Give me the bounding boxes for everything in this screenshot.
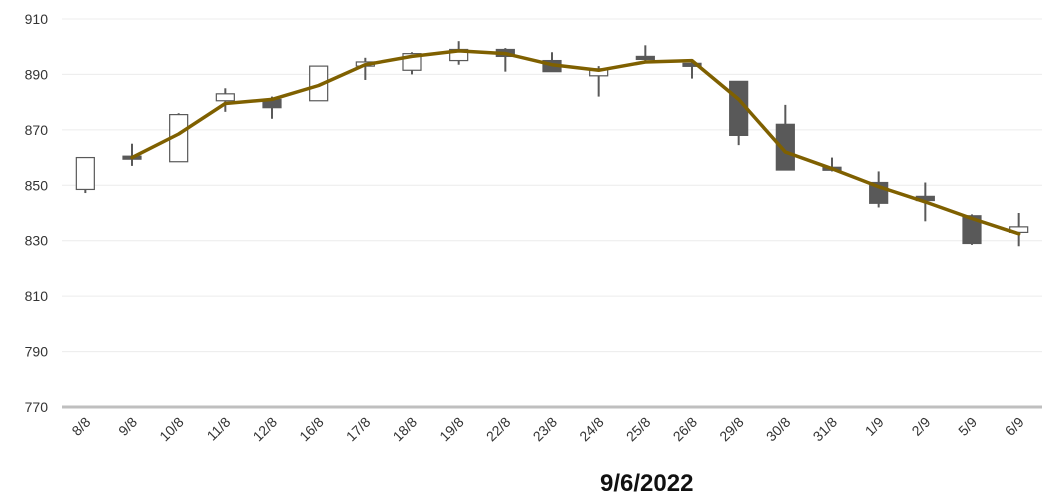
x-tick-label: 25/8	[623, 414, 654, 445]
x-tick-label: 2/9	[908, 414, 933, 439]
x-tick-label: 8/8	[68, 414, 93, 439]
x-tick-label: 30/8	[763, 414, 794, 445]
trend-line-layer	[130, 49, 1021, 236]
x-tick-label: 23/8	[530, 414, 561, 445]
x-tick-label: 12/8	[250, 414, 281, 445]
x-tick-label: 24/8	[576, 414, 607, 445]
y-tick-label: 910	[25, 11, 49, 27]
x-tick-label: 19/8	[436, 414, 467, 445]
x-tick-label: 29/8	[716, 414, 747, 445]
candle-body	[682, 62, 702, 67]
candle-body	[635, 55, 655, 61]
x-tick-label: 1/9	[862, 414, 887, 439]
gridlines	[62, 18, 1042, 409]
x-tick-label: 10/8	[156, 414, 187, 445]
x-tick-label: 26/8	[670, 414, 701, 445]
x-tick-label: 9/8	[115, 414, 140, 439]
x-tick-label: 18/8	[390, 414, 421, 445]
x-tick-label: 22/8	[483, 414, 514, 445]
candles	[75, 41, 1029, 247]
candle-body	[309, 65, 329, 102]
x-axis-tick-labels: 8/8 9/8 10/8 11/8 12/8 16/8 17/8 18/8 19/8 22/8 23…	[68, 414, 1027, 445]
candle-body	[962, 215, 982, 245]
y-tick-label: 810	[25, 288, 49, 304]
y-tick-label: 790	[25, 344, 49, 360]
y-tick-label: 830	[25, 233, 49, 249]
y-tick-label: 890	[25, 66, 49, 82]
y-tick-label: 870	[25, 122, 49, 138]
x-tick-label: 6/9	[1002, 414, 1027, 439]
trend-line	[130, 49, 1021, 236]
x-axis-date-label: 9/6/2022	[600, 470, 694, 497]
x-tick-label: 5/9	[955, 414, 980, 439]
y-tick-label: 770	[25, 399, 49, 415]
candle-body	[775, 123, 795, 171]
y-tick-label: 850	[25, 177, 49, 193]
x-tick-label: 16/8	[296, 414, 327, 445]
candle-body	[75, 156, 95, 191]
x-tick-label: 31/8	[810, 414, 841, 445]
candle-body	[215, 93, 235, 102]
y-axis-tick-labels: 770 790 810 830 850 870 890 910	[25, 11, 49, 415]
x-tick-label: 11/8	[204, 414, 234, 444]
x-tick-label: 17/8	[343, 414, 374, 445]
